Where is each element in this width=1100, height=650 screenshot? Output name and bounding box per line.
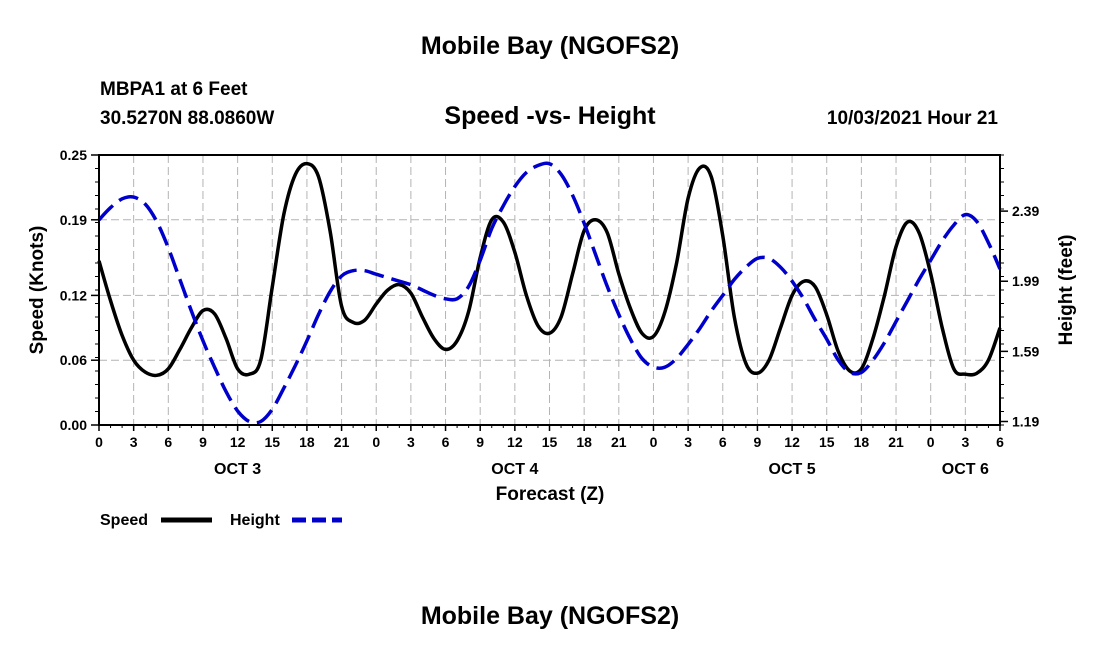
- grid: [99, 155, 1000, 425]
- station-coords: 30.5270N 88.0860W: [100, 108, 274, 129]
- series-group: [97, 161, 1002, 425]
- x-tick-label: 3: [684, 434, 692, 450]
- y-axis-right-label: Height (feet): [1056, 235, 1077, 346]
- legend: Speed Height: [100, 512, 342, 529]
- x-tick-label: 12: [784, 434, 800, 450]
- x-tick-label: 0: [372, 434, 380, 450]
- height-series-line: [97, 161, 1002, 425]
- speed-series-line: [97, 161, 1002, 378]
- x-tick-label: 12: [507, 434, 523, 450]
- footer-title: Mobile Bay (NGOFS2): [421, 602, 679, 630]
- x-tick-label: 15: [542, 434, 558, 450]
- x-tick-label: 9: [754, 434, 762, 450]
- day-label: OCT 6: [942, 461, 989, 478]
- day-label: OCT 4: [491, 461, 538, 478]
- legend-height-label: Height: [230, 512, 280, 529]
- x-tick-label: 18: [299, 434, 315, 450]
- y-axis-left-label: Speed (Knots): [27, 226, 48, 355]
- x-tick-label: 12: [230, 434, 246, 450]
- legend-speed-label: Speed: [100, 512, 148, 529]
- day-label: OCT 3: [214, 461, 261, 478]
- x-tick-label: 9: [476, 434, 484, 450]
- x-tick-label: 6: [719, 434, 727, 450]
- axes: 0 3 6 9 12 15 18 21 0 3 6 9 12 15 18 21 0 3 6 9 12 15 18 21 0 3 6O…: [60, 147, 1040, 478]
- y-right-tick-label: 1.19: [1012, 413, 1039, 429]
- station-name: MBPA1 at 6 Feet: [100, 79, 248, 100]
- x-axis-label: Forecast (Z): [496, 484, 605, 505]
- x-tick-label: 3: [407, 434, 415, 450]
- x-tick-label: 15: [264, 434, 280, 450]
- plot-title: Speed -vs- Height: [444, 102, 656, 130]
- day-label: OCT 5: [769, 461, 816, 478]
- y-left-tick-label: 0.19: [60, 212, 87, 228]
- x-tick-label: 21: [334, 434, 350, 450]
- y-right-tick-label: 1.59: [1012, 343, 1039, 359]
- x-tick-label: 0: [95, 434, 103, 450]
- x-tick-label: 21: [888, 434, 904, 450]
- y-right-tick-label: 2.39: [1012, 203, 1039, 219]
- x-tick-label: 6: [996, 434, 1004, 450]
- x-tick-label: 21: [611, 434, 627, 450]
- y-left-tick-label: 0.06: [60, 352, 87, 368]
- x-tick-label: 18: [854, 434, 870, 450]
- y-right-tick-label: 1.99: [1012, 273, 1039, 289]
- forecast-timestamp: 10/03/2021 Hour 21: [827, 108, 999, 129]
- x-tick-label: 0: [650, 434, 658, 450]
- page-title: Mobile Bay (NGOFS2): [421, 32, 679, 60]
- x-tick-label: 15: [819, 434, 835, 450]
- y-left-tick-label: 0.12: [60, 287, 87, 303]
- y-left-tick-label: 0.00: [60, 417, 87, 433]
- x-tick-label: 0: [927, 434, 935, 450]
- x-tick-label: 6: [442, 434, 450, 450]
- x-tick-label: 18: [576, 434, 592, 450]
- y-left-tick-label: 0.25: [60, 147, 87, 163]
- x-tick-label: 6: [164, 434, 172, 450]
- x-tick-label: 9: [199, 434, 207, 450]
- x-tick-label: 3: [961, 434, 969, 450]
- x-tick-label: 3: [130, 434, 138, 450]
